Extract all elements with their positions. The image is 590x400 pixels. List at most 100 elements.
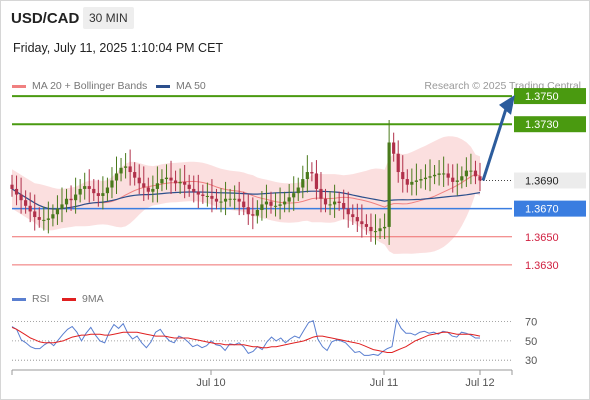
candle-body	[369, 226, 373, 232]
candle-body	[146, 187, 150, 192]
candle-body	[92, 188, 96, 194]
timeframe-badge[interactable]: 30 MIN	[83, 7, 134, 29]
candle-body	[96, 193, 100, 196]
candle-body	[137, 177, 141, 184]
candle-body	[287, 197, 291, 202]
candle-body	[364, 224, 369, 227]
candle-body	[323, 198, 328, 205]
candle-body	[455, 180, 459, 182]
candle-body	[210, 195, 214, 199]
x-tick-label: Jul 11	[370, 377, 399, 389]
candle-body	[255, 210, 259, 216]
candle-body	[382, 226, 387, 229]
candle-body	[51, 214, 55, 219]
ma50-line	[11, 188, 481, 210]
candle-body	[19, 194, 23, 201]
candle-body	[273, 205, 278, 207]
candle-body	[269, 201, 273, 206]
candle-body	[123, 166, 128, 168]
candle-body	[201, 194, 205, 196]
last-price-tag	[514, 172, 586, 189]
symbol-title: USD/CAD	[11, 10, 80, 27]
candle-body	[296, 187, 300, 194]
ma50-swatch	[156, 84, 170, 88]
candle-body	[37, 217, 41, 220]
candle-body	[237, 198, 241, 202]
candle-body	[378, 228, 382, 232]
candle-body	[278, 204, 282, 206]
candle-body	[214, 198, 219, 202]
rsi-line	[11, 318, 480, 356]
candle-body	[78, 188, 82, 195]
candle-body	[387, 142, 391, 227]
candle-body	[173, 180, 178, 184]
candle-body	[196, 191, 200, 195]
legend-ma50: MA 50	[156, 80, 206, 92]
candle-body	[305, 172, 309, 180]
candle-body	[119, 167, 123, 174]
candle-body	[469, 170, 473, 172]
forecast-arrowhead	[499, 94, 515, 115]
candle-body	[187, 184, 191, 189]
candle-body	[283, 201, 287, 205]
pivot-tag	[514, 200, 586, 217]
candle-body	[164, 177, 169, 180]
candle-body	[319, 188, 323, 199]
candle-body	[64, 198, 69, 205]
candle-body	[28, 205, 32, 212]
candle-body	[169, 177, 173, 181]
candle-body	[446, 173, 450, 178]
rsi-ma-swatch	[62, 297, 76, 301]
candle-body	[55, 208, 60, 215]
candle-body	[292, 193, 296, 198]
candle-body	[155, 183, 159, 189]
candle-body	[423, 177, 428, 180]
candle-body	[42, 219, 46, 221]
candle-body	[342, 202, 346, 209]
legend-rsi-ma: 9MA	[62, 293, 104, 305]
candle-body	[373, 231, 378, 233]
pivot-label: 1.3670	[525, 204, 559, 216]
candle-body	[396, 153, 400, 173]
candle-body	[233, 198, 237, 200]
forecast-arrow	[481, 108, 508, 181]
candle-body	[228, 198, 232, 200]
candle-body	[33, 211, 37, 218]
rsi-tick-label: 70	[525, 317, 537, 329]
candle-body	[351, 214, 355, 218]
rsi-label: RSI	[32, 293, 50, 305]
candle-body	[419, 179, 423, 181]
candle-body	[192, 188, 196, 192]
candle-body	[473, 170, 478, 177]
candle-body	[133, 172, 137, 178]
candle-body	[451, 177, 455, 182]
legend-rsi: RSI	[12, 293, 50, 305]
resistance-tag	[514, 88, 586, 105]
candle-body	[360, 221, 364, 225]
candle-body	[223, 198, 228, 202]
candle-body	[355, 217, 359, 222]
resistance-tag	[514, 116, 586, 133]
candle-body	[337, 201, 341, 203]
candle-body	[60, 204, 64, 209]
candle-body	[405, 179, 409, 185]
candle-body	[14, 188, 19, 195]
last-price-label: 1.3690	[525, 175, 559, 187]
ma20-label: MA 20 + Bollinger Bands	[32, 80, 148, 92]
candle-body	[24, 200, 28, 206]
candle-body	[392, 142, 396, 154]
candle-body	[110, 180, 114, 188]
candle-body	[410, 181, 414, 185]
candle-body	[74, 194, 78, 201]
candle-body	[432, 174, 437, 177]
candle-body	[251, 214, 255, 216]
candle-body	[83, 186, 87, 189]
support-label: 1.3650	[525, 232, 559, 244]
candle-body	[151, 188, 155, 192]
rsi-tick-label: 50	[525, 336, 537, 348]
candle-body	[442, 173, 446, 175]
rsi-swatch	[12, 297, 26, 301]
x-tick-label: Jul 12	[465, 377, 494, 389]
rsi-ma-line	[11, 326, 481, 353]
